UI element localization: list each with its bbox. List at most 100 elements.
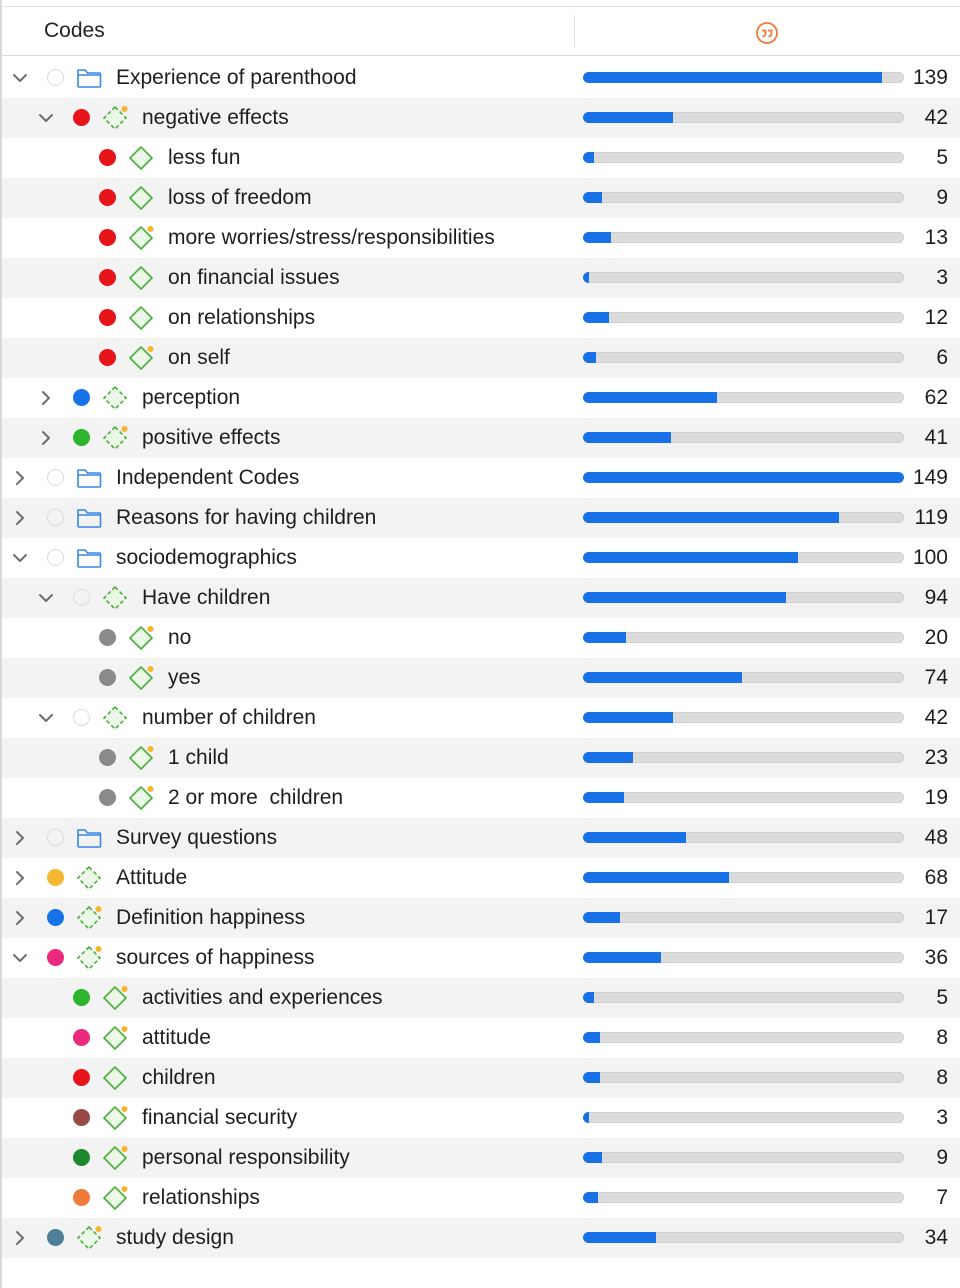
tree-row[interactable]: Have children 94 [2, 578, 960, 618]
color-dot [73, 1109, 90, 1126]
code-label: loss of freedom [168, 186, 312, 209]
tree-row[interactable]: 1 child 23 [2, 738, 960, 778]
tree-row[interactable]: sociodemographics 100 [2, 538, 960, 578]
tree-row[interactable]: on financial issues 3 [2, 258, 960, 298]
column-header: Codes [2, 6, 960, 56]
codes-column-title[interactable]: Codes [44, 19, 105, 42]
quotation-bar [583, 192, 904, 203]
color-dot [47, 829, 64, 846]
quotation-bar-fill [583, 232, 611, 243]
code-icon [101, 1145, 129, 1171]
code-icon [127, 185, 155, 211]
quotation-count: 23 [924, 746, 948, 769]
tree-row[interactable]: study design 34 [2, 1218, 960, 1258]
quotation-count: 36 [924, 946, 948, 969]
code-label: study design [116, 1226, 234, 1249]
code-icon [127, 345, 155, 371]
code-icon [101, 985, 129, 1011]
chevron-right-icon[interactable] [10, 868, 30, 888]
tree-row[interactable]: no 20 [2, 618, 960, 658]
quotation-bar [583, 592, 904, 603]
tree-row[interactable]: activities and experiences 5 [2, 978, 960, 1018]
color-dot [47, 909, 64, 926]
chevron-right-icon[interactable] [10, 508, 30, 528]
chevron-right-icon[interactable] [10, 908, 30, 928]
tree-row[interactable]: Attitude 68 [2, 858, 960, 898]
color-dot [73, 1069, 90, 1086]
color-dot [47, 1229, 64, 1246]
tree-row[interactable]: more worries/stress/responsibilities 13 [2, 218, 960, 258]
tree-row[interactable]: loss of freedom 9 [2, 178, 960, 218]
tree-row[interactable]: children 8 [2, 1058, 960, 1098]
quotation-bar [583, 152, 904, 163]
quotation-bar-fill [583, 352, 596, 363]
tree-row[interactable]: 2 or more children 19 [2, 778, 960, 818]
tree-row[interactable]: sources of happiness 36 [2, 938, 960, 978]
chevron-right-icon[interactable] [36, 388, 56, 408]
code-icon [127, 745, 155, 771]
color-dot [47, 949, 64, 966]
tree-row[interactable]: on relationships 12 [2, 298, 960, 338]
chevron-down-icon[interactable] [10, 548, 30, 568]
chevron-down-icon[interactable] [36, 108, 56, 128]
code-group-icon [75, 865, 103, 891]
tree-row[interactable]: negative effects 42 [2, 98, 960, 138]
tree-row[interactable]: personal responsibility 9 [2, 1138, 960, 1178]
color-dot [73, 1189, 90, 1206]
tree-row[interactable]: Independent Codes 149 [2, 458, 960, 498]
tree-row[interactable]: number of children 42 [2, 698, 960, 738]
quotation-bar [583, 392, 904, 403]
chevron-down-icon[interactable] [36, 708, 56, 728]
tree-row[interactable]: perception 62 [2, 378, 960, 418]
chevron-down-icon[interactable] [36, 588, 56, 608]
chevron-right-icon[interactable] [10, 828, 30, 848]
color-dot [99, 309, 116, 326]
quotation-bar [583, 232, 904, 243]
chevron-down-icon[interactable] [10, 68, 30, 88]
quotation-bar-fill [583, 552, 799, 563]
chevron-right-icon[interactable] [36, 428, 56, 448]
chevron-right-icon[interactable] [10, 468, 30, 488]
color-dot [99, 149, 116, 166]
quotation-count: 8 [936, 1066, 948, 1089]
tree-row[interactable]: relationships 7 [2, 1178, 960, 1218]
quotation-count: 42 [924, 106, 948, 129]
tree-row[interactable]: Experience of parenthood 139 [2, 58, 960, 98]
quotation-count: 19 [924, 786, 948, 809]
color-dot [99, 669, 116, 686]
quotation-icon[interactable] [755, 21, 779, 45]
code-label: yes [168, 666, 201, 689]
tree-row[interactable]: on self 6 [2, 338, 960, 378]
quotation-bar [583, 1152, 904, 1163]
code-label: Attitude [116, 866, 188, 889]
chevron-down-icon[interactable] [10, 948, 30, 968]
tree-row[interactable]: Reasons for having children 119 [2, 498, 960, 538]
quotation-count: 8 [936, 1026, 948, 1049]
tree-row[interactable]: less fun 5 [2, 138, 960, 178]
tree-row[interactable]: yes 74 [2, 658, 960, 698]
tree-row[interactable]: Definition happiness 17 [2, 898, 960, 938]
tree-row[interactable]: financial security 3 [2, 1098, 960, 1138]
column-divider[interactable] [574, 15, 575, 47]
code-label: 2 or more children [168, 786, 344, 809]
code-label: perception [142, 386, 241, 409]
quotation-bar-fill [583, 1032, 601, 1043]
color-dot [73, 989, 90, 1006]
quotation-bar [583, 712, 904, 723]
code-label: personal responsibility [142, 1146, 350, 1169]
code-label: on financial issues [168, 266, 340, 289]
tree-row[interactable]: Survey questions 48 [2, 818, 960, 858]
code-label: sociodemographics [116, 546, 297, 569]
code-label: activities and experiences [142, 986, 383, 1009]
tree-row[interactable]: positive effects 41 [2, 418, 960, 458]
tree-row[interactable]: attitude 8 [2, 1018, 960, 1058]
code-label: number of children [142, 706, 316, 729]
chevron-right-icon[interactable] [10, 1228, 30, 1248]
quotation-bar [583, 752, 904, 763]
code-icon [101, 1025, 129, 1051]
quotation-count: 68 [924, 866, 948, 889]
quotation-count: 5 [936, 146, 948, 169]
color-dot [73, 709, 90, 726]
quotation-bar-fill [583, 1112, 590, 1123]
